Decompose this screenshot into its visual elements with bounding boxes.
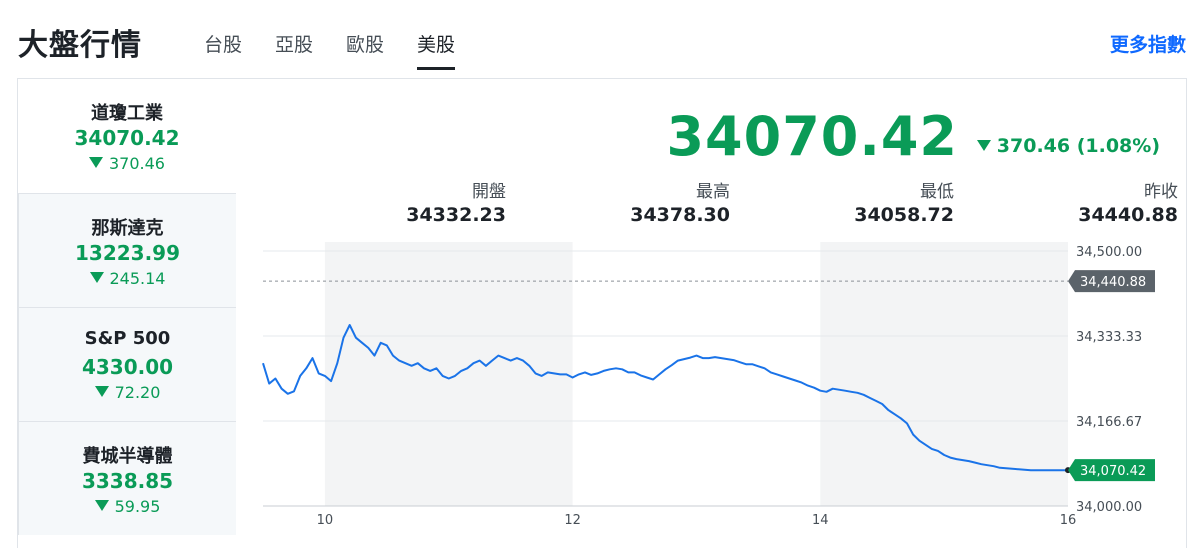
- y-tick-label: 34,166.67: [1076, 415, 1142, 430]
- index-name: 道瓊工業: [91, 103, 163, 124]
- stat-open: 開盤 34332.23: [326, 177, 506, 226]
- index-name: 費城半導體: [82, 446, 173, 467]
- index-price: 13223.99: [74, 241, 180, 265]
- x-tick-label: 10: [317, 513, 334, 528]
- market-panel: 道瓊工業 34070.42 370.46 那斯達克 13223.99 245.1…: [17, 78, 1187, 548]
- y-tick-label: 34,333.33: [1076, 330, 1142, 345]
- index-change: 370.46: [18, 154, 236, 173]
- price-change: 370.46 (1.08%): [976, 135, 1160, 157]
- stat-value: 34332.23: [406, 204, 506, 226]
- index-change: 72.20: [19, 383, 236, 402]
- down-triangle-icon: [976, 140, 991, 151]
- x-tick-label: 14: [812, 513, 829, 528]
- index-change: 245.14: [19, 269, 236, 288]
- down-triangle-icon: [94, 386, 109, 397]
- index-price: 4330.00: [81, 355, 174, 379]
- price-change-value: 370.46 (1.08%): [996, 135, 1160, 157]
- y-tick-label: 34,000.00: [1076, 500, 1142, 515]
- y-tick-label: 34,500.00: [1076, 245, 1142, 260]
- stat-label: 昨收: [1144, 182, 1178, 202]
- stat-value: 34440.88: [1078, 204, 1178, 226]
- index-price: 3338.85: [81, 469, 174, 493]
- down-triangle-icon: [89, 157, 103, 168]
- page-title: 大盤行情: [18, 28, 142, 63]
- prev-close-tag: [1068, 270, 1155, 293]
- stat-label: 最低: [920, 182, 954, 202]
- index-change-value: 370.46: [109, 154, 165, 173]
- tab-asia[interactable]: 亞股: [275, 34, 314, 56]
- stat-low: 最低 34058.72: [774, 177, 954, 226]
- index-name: S&P 500: [84, 328, 171, 349]
- x-tick-label: 16: [1060, 513, 1077, 528]
- index-change-value: 245.14: [109, 269, 166, 288]
- stat-prev-close: 昨收 34440.88: [998, 177, 1178, 226]
- down-triangle-icon: [89, 272, 104, 283]
- index-change-value: 59.95: [114, 497, 161, 516]
- stat-label: 最高: [696, 182, 730, 202]
- tab-europe[interactable]: 歐股: [346, 34, 385, 56]
- stat-high: 最高 34378.30: [550, 177, 730, 226]
- stat-value: 34058.72: [854, 204, 954, 226]
- sidebar-item-dow[interactable]: 道瓊工業 34070.42 370.46: [18, 79, 236, 193]
- x-tick-label: 12: [564, 513, 581, 528]
- more-indices-link[interactable]: 更多指數: [1109, 34, 1186, 56]
- index-price: 34070.42: [74, 126, 180, 150]
- last-price-tag: [1068, 459, 1155, 482]
- quote-main: 34070.42 370.46 (1.08%) 開盤 34332.23 最高 3…: [236, 79, 1186, 549]
- sidebar-item-nasdaq[interactable]: 那斯達克 13223.99 245.14: [18, 193, 236, 307]
- header: 大盤行情 台股 亞股 歐股 美股 更多指數: [0, 0, 1198, 78]
- index-change-value: 72.20: [114, 383, 161, 402]
- shaded-session-band: [324, 242, 573, 506]
- index-change: 59.95: [19, 497, 236, 516]
- index-sidebar: 道瓊工業 34070.42 370.46 那斯達克 13223.99 245.1…: [18, 79, 236, 549]
- down-triangle-icon: [94, 500, 109, 511]
- price-series-line: [262, 324, 1068, 472]
- tab-taiwan[interactable]: 台股: [204, 34, 243, 56]
- tab-us[interactable]: 美股: [417, 30, 456, 70]
- sidebar-item-sp500[interactable]: S&P 500 4330.00 72.20: [18, 307, 236, 421]
- stat-label: 開盤: [472, 182, 506, 202]
- last-price-label: 34,070.42: [1080, 464, 1146, 479]
- stat-value: 34378.30: [630, 204, 730, 226]
- market-tabs: 台股 亞股 歐股 美股: [204, 30, 488, 70]
- sidebar-item-sox[interactable]: 費城半導體 3338.85 59.95: [18, 421, 236, 535]
- index-name: 那斯達克: [91, 218, 164, 239]
- intraday-chart[interactable]: 34,500.00 34,333.33 34,166.67 34,000.00 10 12…: [236, 79, 1188, 549]
- shaded-session-band: [820, 242, 1068, 506]
- prev-close-label: 34,440.88: [1080, 275, 1146, 290]
- current-price: 34070.42: [666, 105, 958, 168]
